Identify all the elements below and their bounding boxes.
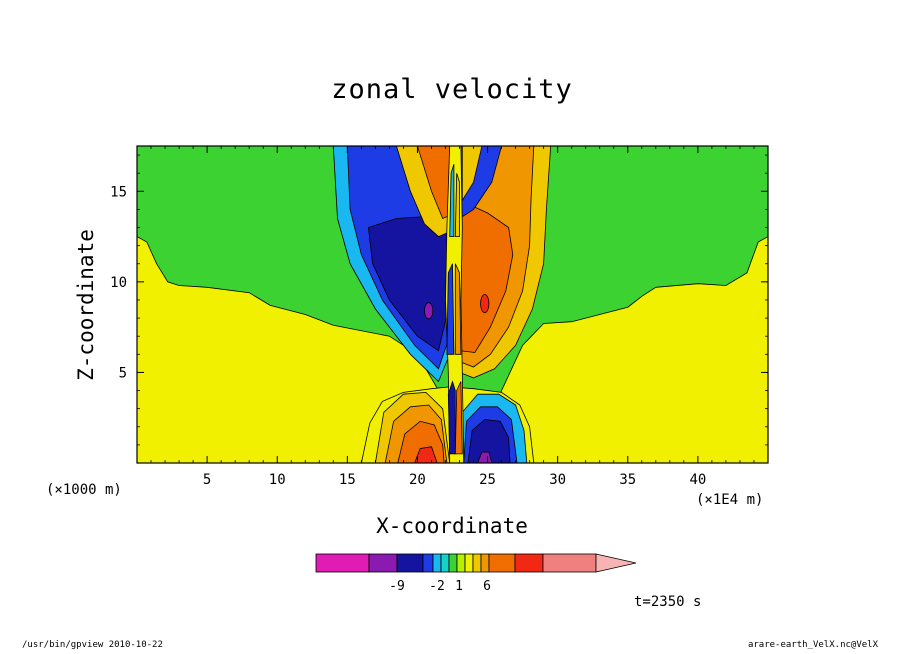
x-tick-label: 25 [479, 472, 496, 488]
colorbar-segment [464, 553, 474, 573]
colorbar-label: 1 [455, 579, 463, 594]
colorbar-segment [542, 553, 597, 573]
colorbar-segment [456, 553, 466, 573]
colorbar-segment [440, 553, 450, 573]
colorbar-segment [368, 553, 398, 573]
x-tick-label: 40 [689, 472, 706, 488]
x-tick-label: 15 [339, 472, 356, 488]
contour-field [137, 146, 768, 463]
x-axis-unit-right: (×1E4 m) [696, 492, 764, 508]
x-axis-label: X-coordinate [376, 514, 528, 538]
x-tick-label: 20 [409, 472, 426, 488]
colorbar-segment [432, 553, 442, 573]
y-tick-label: 5 [119, 365, 127, 381]
contour-center-low-positive [454, 381, 463, 455]
contour-center-mid-positive [454, 263, 462, 355]
footer-data-source: arare-earth_VelX.nc@VelX [747, 640, 878, 650]
contour-core-right [480, 294, 490, 314]
y-tick-label: 10 [110, 275, 127, 291]
x-tick-label: 30 [549, 472, 566, 488]
colorbar-segment [315, 553, 370, 573]
colorbar-label: -9 [389, 579, 405, 594]
footer-program-date: /usr/bin/gpview 2010-10-22 [22, 640, 163, 650]
colorbar-segment [488, 553, 516, 573]
contour-center-top-negative [449, 163, 455, 237]
contour-center-low-negative [447, 380, 456, 455]
contour-center-mid-negative [446, 263, 455, 355]
colorbar-segment [514, 553, 544, 573]
axis-ticks: 5 10 15 20 25 30 35 40 5 10 15 [110, 146, 768, 488]
colorbar-label: -2 [429, 579, 445, 594]
colorbar-segment [422, 553, 434, 573]
x-axis-unit-left: (×1000 m) [46, 482, 122, 498]
y-tick-label: 15 [110, 184, 127, 200]
contour-lower-left-red [414, 446, 438, 463]
x-tick-label: 10 [269, 472, 286, 488]
colorbar-label: 6 [483, 579, 491, 594]
chart-title: zonal velocity [331, 74, 573, 105]
x-tick-label: 5 [203, 472, 211, 488]
contour-center-top-positive [454, 173, 460, 237]
contour-orange-right [459, 199, 514, 353]
colorbar-segment [480, 553, 490, 573]
colorbar-segment [396, 553, 424, 573]
contour-filament-top-right-inner [461, 146, 483, 202]
colorbar-extension-arrow [595, 553, 637, 573]
contour-lower-right-darkblue [467, 419, 511, 463]
contour-core-left [424, 302, 434, 320]
colorbar-segment [448, 553, 458, 573]
contour-lower-right-core [477, 451, 493, 463]
time-annotation: t=2350 s [634, 594, 702, 610]
colorbar-segment [472, 553, 482, 573]
colorbar: -9 -2 1 6 [315, 553, 637, 594]
plot-frame [136, 145, 769, 464]
x-tick-label: 35 [619, 472, 636, 488]
